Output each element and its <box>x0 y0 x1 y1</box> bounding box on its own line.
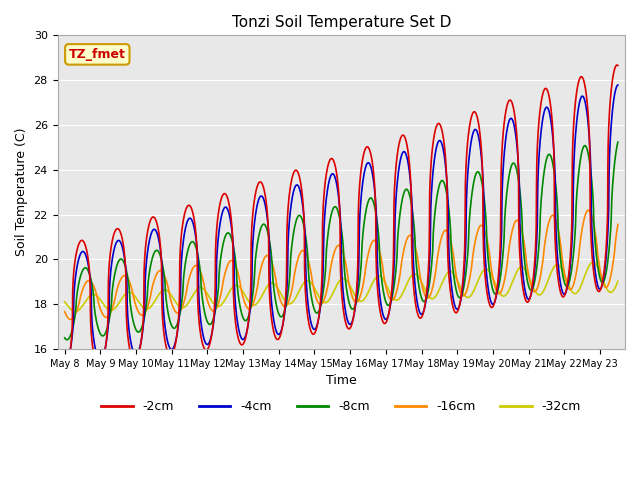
-4cm <box>89 330 97 336</box>
-32cm <box>90 291 97 297</box>
Line: -4cm: -4cm <box>65 85 618 365</box>
-8cm <box>497 274 504 279</box>
-8cm <box>316 307 323 313</box>
-16cm <box>61 309 68 314</box>
Y-axis label: Soil Temperature (C): Soil Temperature (C) <box>15 128 28 256</box>
-16cm <box>316 301 323 307</box>
-16cm <box>90 282 97 288</box>
X-axis label: Time: Time <box>326 374 356 387</box>
-16cm <box>330 251 338 256</box>
-8cm <box>61 335 68 341</box>
-8cm <box>598 279 606 285</box>
-16cm <box>598 278 606 284</box>
-2cm <box>598 282 605 288</box>
-2cm <box>89 346 97 351</box>
-4cm <box>330 171 337 177</box>
-32cm <box>61 299 68 305</box>
-8cm <box>614 139 621 145</box>
-8cm <box>598 279 605 285</box>
-2cm <box>61 368 68 374</box>
-2cm <box>613 62 621 68</box>
-32cm <box>614 278 621 284</box>
-16cm <box>584 207 592 213</box>
Text: TZ_fmet: TZ_fmet <box>69 48 125 61</box>
-8cm <box>330 204 338 210</box>
-2cm <box>497 242 504 248</box>
-4cm <box>497 258 504 264</box>
-32cm <box>598 275 606 281</box>
-2cm <box>330 158 337 164</box>
-4cm <box>598 284 605 289</box>
-8cm <box>63 337 70 343</box>
-16cm <box>614 222 621 228</box>
-2cm <box>315 312 323 318</box>
-2cm <box>598 284 605 289</box>
-16cm <box>67 317 74 323</box>
Title: Tonzi Soil Temperature Set D: Tonzi Soil Temperature Set D <box>232 15 451 30</box>
-4cm <box>315 314 323 320</box>
-32cm <box>598 276 606 282</box>
-8cm <box>90 289 97 295</box>
-4cm <box>598 284 605 290</box>
Line: -32cm: -32cm <box>65 262 618 312</box>
-32cm <box>330 288 338 294</box>
Line: -2cm: -2cm <box>65 65 618 371</box>
Line: -8cm: -8cm <box>65 142 618 340</box>
Line: -16cm: -16cm <box>65 210 618 320</box>
-2cm <box>614 62 621 68</box>
-4cm <box>614 82 621 88</box>
-32cm <box>589 259 596 265</box>
-16cm <box>598 276 606 282</box>
-16cm <box>497 290 504 296</box>
Legend: -2cm, -4cm, -8cm, -16cm, -32cm: -2cm, -4cm, -8cm, -16cm, -32cm <box>97 395 586 418</box>
-32cm <box>497 291 504 297</box>
-32cm <box>71 309 79 314</box>
-4cm <box>61 362 68 368</box>
-32cm <box>316 294 323 300</box>
